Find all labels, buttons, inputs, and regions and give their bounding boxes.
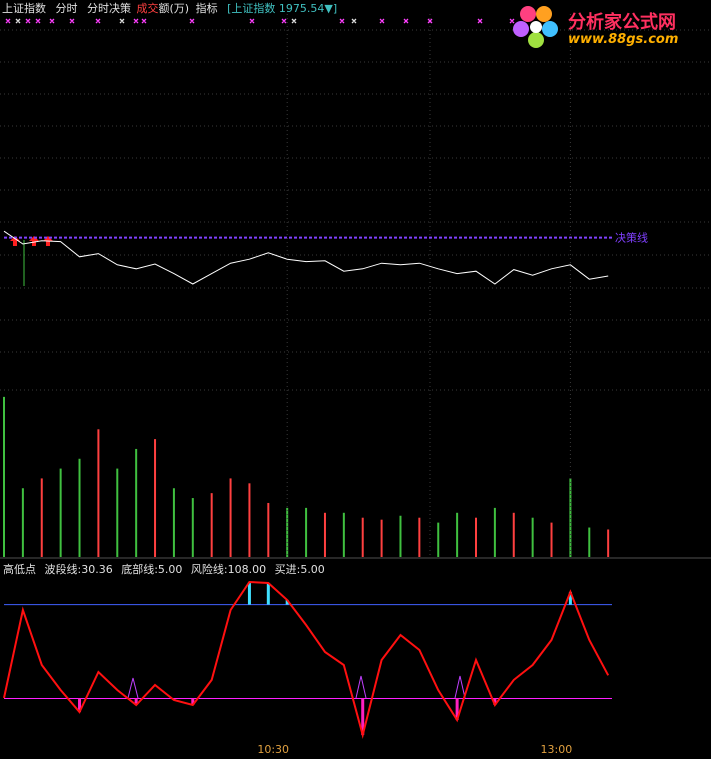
- volume-bar: [361, 517, 364, 557]
- readout: 风险线:108.00: [190, 563, 267, 576]
- volume-name: 成交: [136, 2, 159, 15]
- grid: [0, 14, 711, 557]
- volume-bar: [59, 468, 62, 557]
- header: 上证指数 分时 分时决策 成交额(万) 指标 [上证指数 1975.54▼]: [2, 0, 343, 16]
- tab[interactable]: 分时: [55, 2, 78, 15]
- volume-bar: [588, 527, 591, 557]
- volume-bar: [342, 512, 345, 557]
- volume-bar: [286, 507, 289, 557]
- series-line: [3, 230, 609, 285]
- decision-label: 决策线: [615, 231, 648, 245]
- logo-icon: [513, 6, 558, 48]
- volume-bar: [512, 512, 515, 557]
- x-tick-label: 10:30: [257, 743, 289, 756]
- volume-bar: [210, 493, 213, 557]
- volume-bar: [475, 517, 477, 557]
- volume-bar: [172, 488, 175, 557]
- volume-bar: [154, 439, 157, 557]
- volume-bar: [3, 396, 5, 557]
- volume-unit: 额(万): [158, 2, 190, 15]
- volume-bar: [493, 507, 496, 557]
- volume-bar: [248, 483, 251, 557]
- series-line: [3, 580, 610, 739]
- volume-bar: [380, 519, 383, 557]
- volume-bar: [229, 478, 232, 557]
- volume-bar: [607, 529, 610, 557]
- volume-bar: [267, 502, 270, 557]
- buy-triangles: [127, 675, 466, 699]
- volume-bar: [569, 478, 572, 557]
- indicator[interactable]: 指标: [195, 2, 218, 15]
- volume-bar: [550, 522, 553, 557]
- tab[interactable]: 分时决策: [87, 2, 131, 15]
- symbol[interactable]: 上证指数: [2, 2, 46, 15]
- volume-bar: [40, 478, 43, 557]
- logo-title: 分析家公式网: [568, 12, 676, 33]
- readout: 波段线:30.36: [44, 563, 113, 576]
- volume-bar: [456, 512, 459, 557]
- volume-bar: [323, 512, 326, 557]
- readouts: 高低点 波段线:30.36 底部线:5.00 风险线:108.00 买进:5.0…: [3, 561, 330, 577]
- indicator-title: 高低点: [3, 563, 36, 576]
- volume-bar: [78, 458, 81, 557]
- volume-bar: [191, 498, 194, 557]
- readout: 买进:5.00: [274, 563, 325, 576]
- x-tick-label: 13:00: [541, 743, 573, 756]
- volume-bar: [135, 448, 138, 557]
- volume-bar: [116, 468, 119, 557]
- volume-bar: [418, 517, 421, 557]
- volume-bar: [21, 488, 24, 557]
- volume-bar: [305, 507, 308, 557]
- logo-url: www.88gs.com: [568, 32, 679, 47]
- readout: 底部线:5.00: [121, 563, 183, 576]
- volume-bar: [97, 429, 100, 557]
- volume-bar: [399, 515, 402, 557]
- volume-bar: [531, 517, 534, 557]
- volume-bar: [437, 522, 440, 557]
- quote: [上证指数 1975.54▼]: [227, 2, 338, 15]
- signal-crosses: [5, 18, 515, 24]
